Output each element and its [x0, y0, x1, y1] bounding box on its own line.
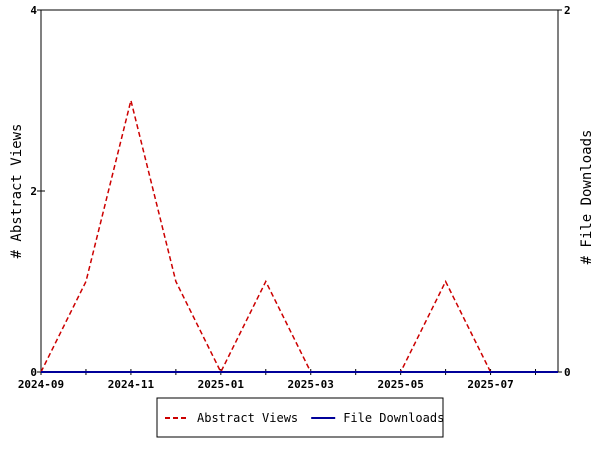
series-line-abstract-views [40, 100, 536, 374]
y-left-tick-label: 4 [30, 4, 37, 17]
x-tick-label: 2024-09 [18, 378, 64, 391]
legend-box [156, 397, 444, 438]
y-right-tick-label: 0 [564, 366, 571, 379]
y-axis-right-title: # File Downloads [579, 130, 595, 265]
legend-label-file-downloads: File Downloads [343, 411, 444, 425]
x-tick-label: 2025-03 [288, 378, 334, 391]
x-tick-label: 2025-07 [467, 378, 513, 391]
y-left-tick-label: 2 [30, 185, 37, 198]
x-tick-label: 2025-05 [377, 378, 423, 391]
y-left-tick-label: 0 [30, 366, 37, 379]
legend: Abstract Views File Downloads [156, 397, 444, 438]
y-axis-left-title: # Abstract Views [9, 124, 25, 259]
x-tick-label: 2025-01 [198, 378, 245, 391]
x-tick-label: 2024-11 [108, 378, 155, 391]
y-right-tick-label: 2 [564, 4, 571, 17]
plot-area: 2024-09 2024-11 2025-01 2025-03 2025-05 2025-… [18, 4, 571, 391]
plot-frame [40, 9, 559, 373]
legend-label-abstract-views: Abstract Views [197, 411, 298, 425]
